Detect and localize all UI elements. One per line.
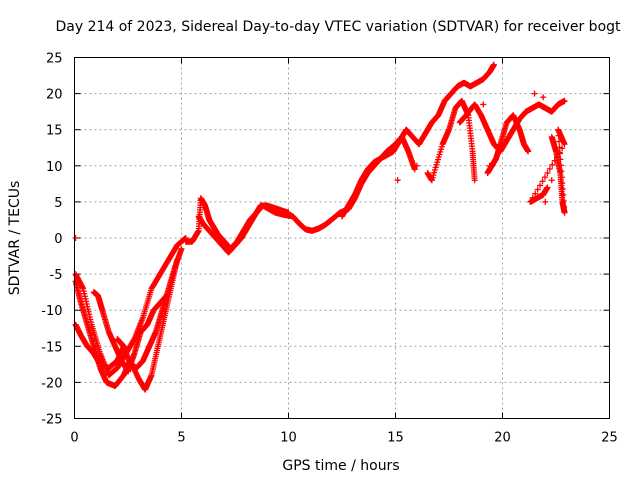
y-tick-label: 5 [54, 196, 62, 211]
y-tick-label: -20 [41, 376, 62, 391]
data-points [72, 61, 568, 393]
y-tick-label: -10 [41, 304, 62, 319]
data-point [531, 90, 538, 97]
x-tick-labels: 0 5 10 15 20 25 [70, 431, 617, 446]
y-axis-label: SDTVAR / TECUs [7, 181, 23, 296]
data-point [72, 235, 79, 241]
data-point [540, 94, 547, 101]
x-tick-label: 0 [70, 431, 78, 446]
data-point [542, 198, 549, 205]
x-tick-label: 25 [601, 431, 618, 446]
x-tick-label: 15 [387, 431, 404, 446]
x-axis-label: GPS time / hours [282, 458, 399, 474]
y-tick-label: -5 [50, 268, 63, 283]
x-tick-label: 20 [494, 431, 511, 446]
x-tick-label: 5 [177, 431, 185, 446]
y-tick-label: 0 [54, 232, 62, 247]
y-tick-label: -15 [41, 340, 62, 355]
data-point [548, 177, 555, 184]
data-point [178, 245, 185, 252]
y-tick-label: -25 [41, 413, 62, 428]
y-tick-label: 25 [46, 52, 63, 67]
y-tick-labels: -25 -20 -15 -10 -5 0 5 10 15 20 25 [41, 52, 62, 428]
y-tick-label: 20 [46, 88, 63, 103]
data-point [480, 101, 487, 108]
y-tick-label: 10 [46, 160, 63, 175]
y-tick-label: 15 [46, 124, 63, 139]
x-tick-label: 10 [280, 431, 297, 446]
chart-title: Day 214 of 2023, Sidereal Day-to-day VTE… [55, 19, 621, 35]
